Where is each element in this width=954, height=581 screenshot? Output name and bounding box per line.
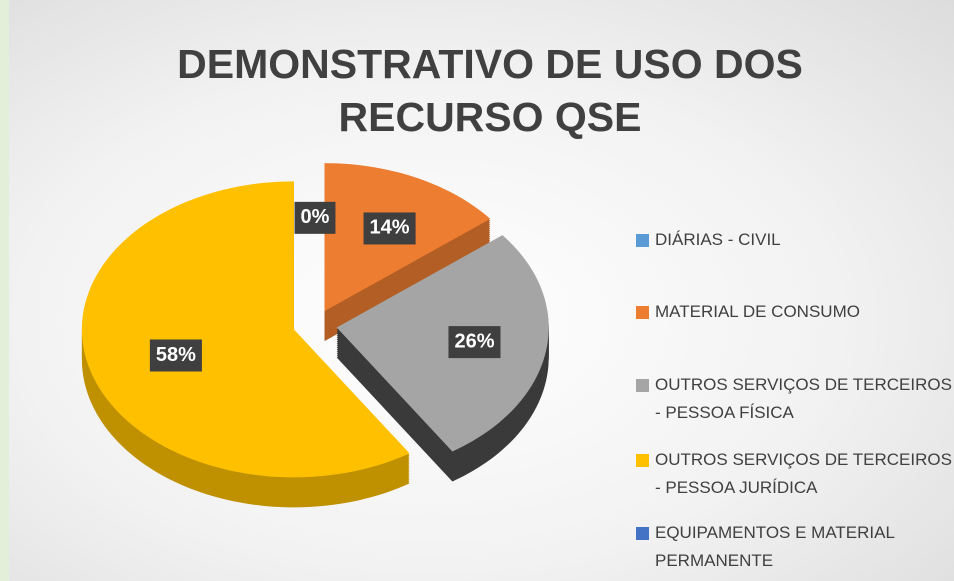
legend-entry: EQUIPAMENTOS E MATERIAL PERMANENTE (636, 519, 954, 575)
legend-label: EQUIPAMENTOS E MATERIAL PERMANENTE (655, 523, 895, 570)
data-label-text: 0% (301, 206, 330, 228)
data-label-box (448, 326, 501, 359)
data-label-box (149, 339, 202, 372)
legend-entry: MATERIAL DE CONSUMO (636, 298, 954, 326)
legend-swatch (636, 454, 649, 467)
data-label-text: 14% (370, 217, 410, 239)
data-label-text: 26% (454, 330, 494, 352)
legend-swatch (636, 234, 649, 247)
legend-entry: DIÁRIAS - CIVIL (636, 226, 954, 254)
legend-label: MATERIAL DE CONSUMO (655, 302, 860, 321)
legend-swatch (636, 379, 649, 392)
data-label: 26% (448, 326, 501, 359)
side-strip (0, 0, 9, 581)
legend-swatch (636, 306, 649, 319)
chart-title: DEMONSTRATIVO DE USO DOS RECURSO QSE (177, 41, 803, 140)
data-label: 58% (149, 339, 202, 372)
legend-swatch (636, 527, 649, 540)
legend-label: OUTROS SERVIÇOS DE TERCEIROS - PESSOA FÍ… (655, 375, 952, 422)
slice (336, 235, 549, 452)
legend-label: DIÁRIAS - CIVIL (655, 230, 781, 249)
legend-label: OUTROS SERVIÇOS DE TERCEIROS - PESSOA JU… (655, 450, 952, 497)
data-label: 14% (363, 212, 416, 245)
data-label: 0% (294, 201, 336, 234)
slice (81, 181, 410, 478)
legend-entry: OUTROS SERVIÇOS DE TERCEIROS - PESSOA JU… (636, 446, 954, 502)
legend-entry: OUTROS SERVIÇOS DE TERCEIROS - PESSOA FÍ… (636, 371, 954, 427)
data-label-text: 58% (156, 344, 196, 366)
data-label-box (294, 201, 336, 234)
data-label-box (363, 212, 416, 245)
